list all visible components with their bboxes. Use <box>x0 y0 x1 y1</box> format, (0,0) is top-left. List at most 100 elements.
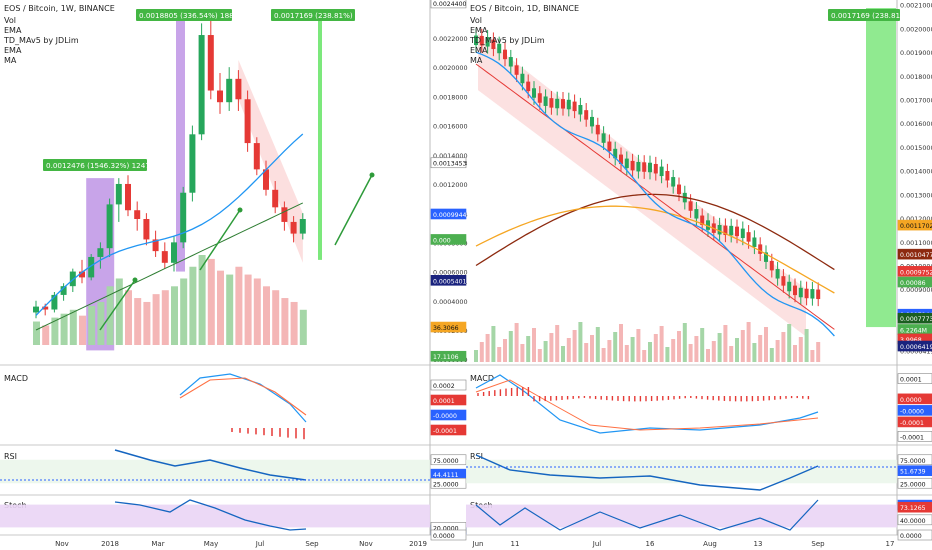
candle-body <box>106 204 113 249</box>
volume-bar <box>217 270 224 345</box>
macd-line <box>475 374 819 434</box>
price-tag-bg <box>430 321 467 333</box>
price-tag: 36.3066 <box>433 325 459 332</box>
signal-line <box>179 377 307 416</box>
volume-bar <box>764 327 768 362</box>
price-tag-bg <box>897 248 932 260</box>
volume-bar <box>636 329 641 362</box>
study-label: Vol <box>470 16 482 25</box>
price-tag-bg <box>430 234 467 245</box>
volume-bar <box>537 349 542 362</box>
price-tag: 0.0009752 <box>900 269 932 276</box>
candle-body <box>804 288 809 299</box>
candle-body <box>700 215 705 226</box>
indicator-tag-bg <box>897 501 932 513</box>
chart-title: EOS / Bitcoin, 1W, BINANCE <box>4 4 115 13</box>
candle-body <box>758 244 763 254</box>
price-tag: 3.9968 <box>900 337 922 344</box>
candle-body <box>590 116 594 127</box>
arrow-head <box>237 207 243 213</box>
volume-bar <box>619 324 623 362</box>
candle-body <box>299 219 306 234</box>
price-tag: 0.0006419 <box>900 344 932 351</box>
rsi-line <box>114 449 307 481</box>
price-tag-bg <box>897 219 932 231</box>
indicator-tag-bg <box>897 514 932 526</box>
indicator-tag: 0.0001 <box>900 377 922 384</box>
measure-label-bg <box>136 9 232 21</box>
volume-bar <box>51 317 59 345</box>
indicator-tag: 51.6739 <box>900 469 926 476</box>
indicator-tag-bg <box>897 454 932 466</box>
volume-bar <box>804 329 809 362</box>
ema-line <box>35 133 304 316</box>
volume-bar <box>787 324 792 362</box>
study-label: EMA <box>4 26 22 35</box>
candle-body <box>816 289 821 300</box>
y-tick-label: 0.0020000 <box>433 64 468 72</box>
measure-label: 0.0017169 (238.81%) 17169 <box>274 11 378 20</box>
y-tick-label: 0.0009000 <box>900 286 932 294</box>
volume-bar <box>798 337 803 362</box>
stoch-k-line <box>475 499 819 531</box>
volume-bar <box>97 301 105 345</box>
stoch-band <box>0 504 430 528</box>
candle-body <box>497 43 502 54</box>
volume-bar <box>189 266 197 345</box>
volume-bar <box>526 336 531 362</box>
candle-body <box>688 201 693 211</box>
price-tag-bg <box>430 275 467 286</box>
price-tag: 0.000 <box>433 237 451 244</box>
volume-bar <box>508 331 513 362</box>
volume-bar <box>729 346 734 362</box>
chart-panel-weekly: 0.0012476 (1546.32%) 12476 0.0018805 (336… <box>0 0 468 548</box>
candle-body <box>677 184 681 195</box>
x-tick-label: Jun <box>472 540 484 548</box>
candle-body <box>636 161 641 172</box>
volume-bar <box>290 301 298 345</box>
arrow-annotation <box>334 174 373 246</box>
volume-bar <box>630 337 635 362</box>
study-label: EMA <box>4 46 22 55</box>
measure-label-bg <box>271 9 355 21</box>
volume-bar <box>781 332 786 362</box>
indicator-tag-bg <box>897 465 932 477</box>
candle-body <box>235 78 242 100</box>
volume-bar <box>244 274 252 345</box>
volume-bar <box>752 343 757 362</box>
candle-body <box>543 96 548 106</box>
volume-bar <box>775 340 780 362</box>
trend-channel <box>478 33 806 337</box>
volume-bar <box>613 332 618 362</box>
y-tick-label: 0.0012000 <box>433 181 468 189</box>
volume-bar <box>60 313 68 345</box>
candle-body <box>272 189 279 208</box>
study-label: TD_MAv5 by JDLim <box>3 36 79 45</box>
arrow-head <box>369 172 375 178</box>
candle-body <box>584 110 589 120</box>
candle-body <box>665 170 670 181</box>
y-tick-label: 0.0004000 <box>433 298 468 306</box>
volume-bar <box>584 343 589 362</box>
x-tick-label: Jul <box>592 540 602 548</box>
candle-body <box>532 88 536 98</box>
indicator-name: RSI <box>470 452 483 461</box>
indicator-tag: -0.0001 <box>900 420 924 427</box>
candle-body <box>508 57 513 67</box>
candle-body <box>630 160 635 171</box>
x-tick-label: 2019 <box>409 540 427 548</box>
candle-body <box>775 269 780 279</box>
volume-bar <box>134 298 142 345</box>
volume-bar <box>474 350 478 362</box>
price-tag: 0.0013453 <box>433 161 467 168</box>
volume-bar <box>497 347 502 362</box>
candle-body <box>60 286 67 295</box>
indicator-tag-bg <box>897 405 932 416</box>
price-tag: 0.0005401 <box>433 278 467 285</box>
candle-body <box>671 177 676 187</box>
y-tick-label: 0.0018000 <box>433 93 468 101</box>
indicator-tag-bg <box>897 416 932 428</box>
indicator-tag-bg <box>897 477 932 489</box>
indicator-tag: 0.0001 <box>433 398 455 405</box>
volume-bar <box>607 340 612 362</box>
